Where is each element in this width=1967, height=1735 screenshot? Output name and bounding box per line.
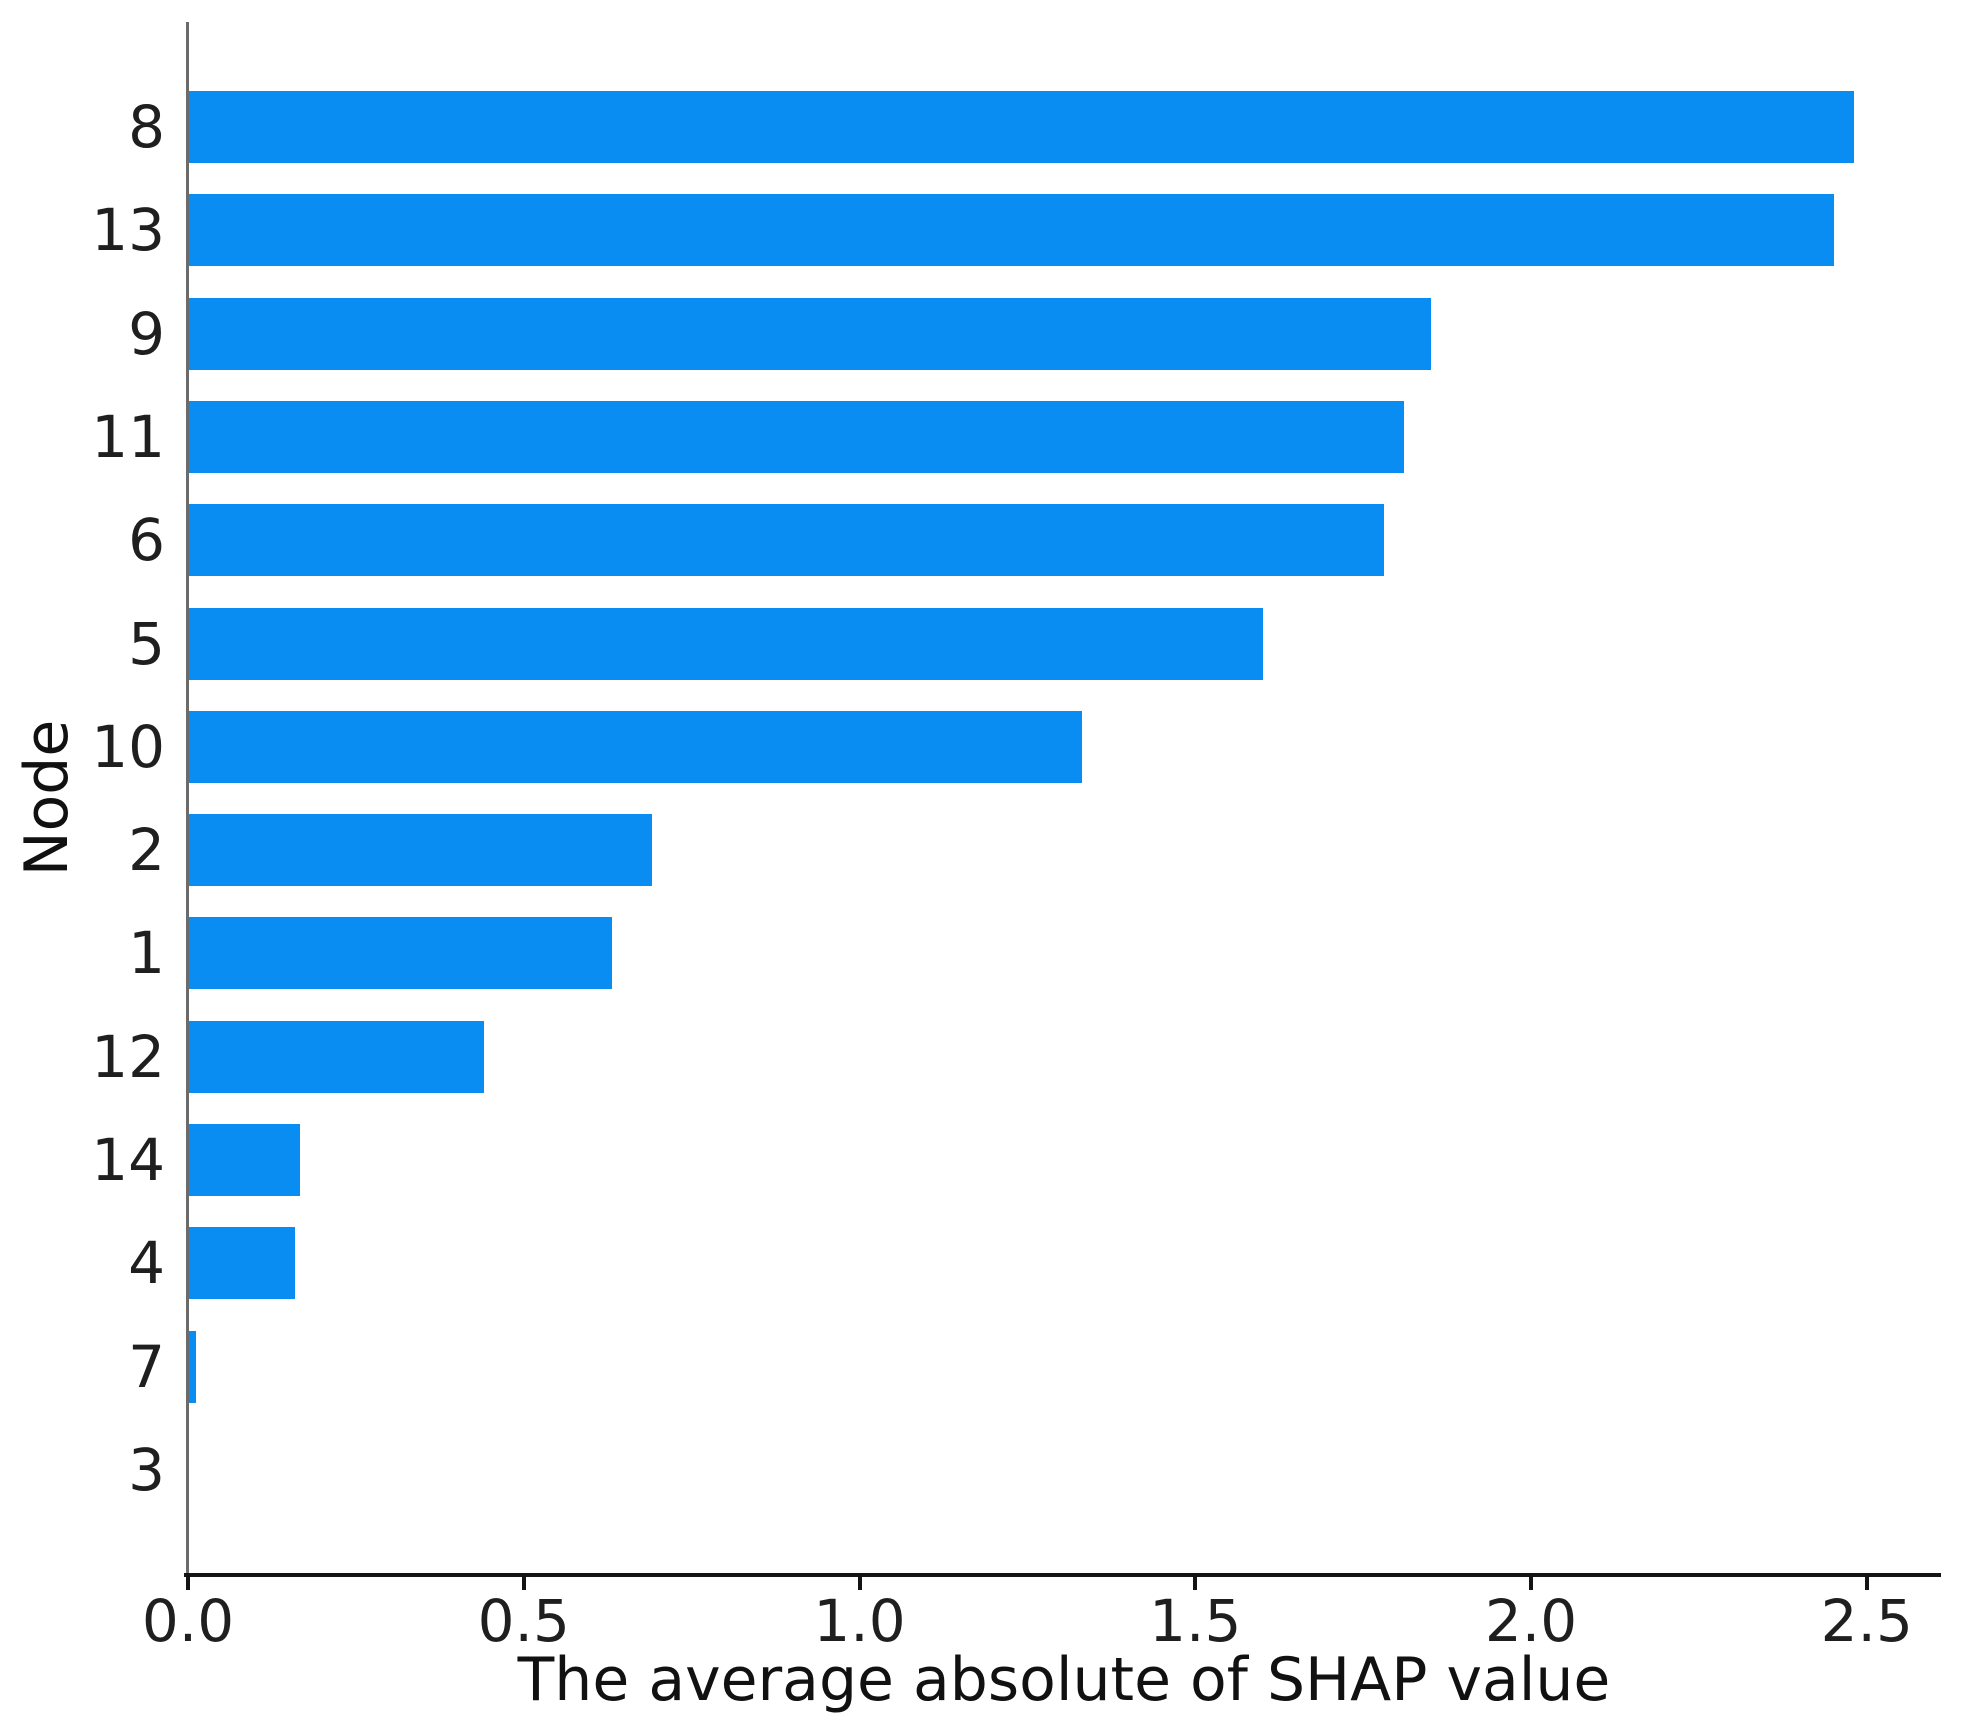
bar-node-2 <box>189 814 653 887</box>
x-axis-spine <box>184 1573 1941 1577</box>
bar-node-11 <box>189 400 1405 473</box>
y-tick-label-5: 5 <box>128 609 165 678</box>
y-tick-label-2: 2 <box>128 816 165 885</box>
x-tick-label-2.5: 2.5 <box>1820 1587 1913 1655</box>
x-tick-mark-1.5 <box>1193 1577 1198 1590</box>
bar-node-1 <box>189 917 613 990</box>
x-tick-mark-0.5 <box>521 1577 526 1590</box>
x-tick-mark-0.0 <box>186 1577 190 1590</box>
x-tick-label-0.5: 0.5 <box>477 1587 570 1655</box>
y-tick-label-4: 4 <box>128 1229 165 1298</box>
y-tick-label-14: 14 <box>91 1126 165 1194</box>
y-tick-label-11: 11 <box>91 402 165 471</box>
bar-node-6 <box>189 504 1385 577</box>
y-tick-label-1: 1 <box>128 919 165 988</box>
bar-node-10 <box>189 710 1083 783</box>
y-axis-spine <box>186 22 189 1576</box>
x-tick-mark-2.5 <box>1864 1577 1869 1590</box>
y-tick-label-12: 12 <box>91 1022 165 1091</box>
bar-node-4 <box>189 1227 296 1300</box>
bar-node-7 <box>189 1330 196 1403</box>
x-tick-label-1.0: 1.0 <box>813 1587 906 1655</box>
bar-node-13 <box>189 194 1835 267</box>
y-tick-label-8: 8 <box>128 93 165 161</box>
y-tick-label-10: 10 <box>91 712 165 781</box>
y-tick-label-7: 7 <box>128 1332 165 1401</box>
x-tick-label-2.0: 2.0 <box>1484 1587 1578 1655</box>
y-tick-label-6: 6 <box>128 506 165 575</box>
x-tick-mark-2.0 <box>1529 1577 1533 1590</box>
y-tick-label-13: 13 <box>91 196 165 265</box>
y-tick-label-3: 3 <box>128 1435 165 1504</box>
bar-node-8 <box>189 91 1855 163</box>
x-tick-label-0.0: 0.0 <box>141 1587 235 1655</box>
bar-node-12 <box>189 1020 485 1093</box>
bar-node-5 <box>189 607 1264 680</box>
x-axis-title: The average absolute of SHAP value <box>517 1645 1611 1715</box>
y-tick-label-9: 9 <box>128 299 165 368</box>
bar-node-9 <box>189 297 1432 370</box>
bar-node-14 <box>189 1124 300 1196</box>
x-tick-label-1.5: 1.5 <box>1149 1587 1242 1655</box>
x-tick-mark-1.0 <box>857 1577 862 1590</box>
